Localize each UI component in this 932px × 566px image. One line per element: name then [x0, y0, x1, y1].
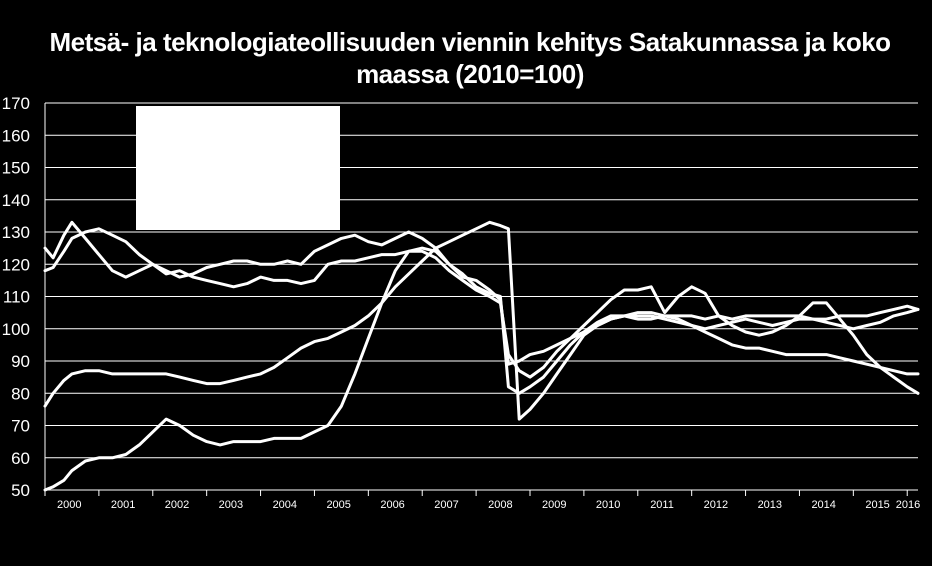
x-tick-label: 2015: [865, 499, 889, 511]
x-tick-label: 2010: [596, 499, 620, 511]
x-tick-label: 2008: [488, 499, 512, 511]
x-tick-label: 2003: [219, 499, 243, 511]
y-tick-label: 100: [2, 320, 30, 339]
x-tick-label: 2005: [326, 499, 350, 511]
x-tick-label: 2014: [811, 499, 835, 511]
grid-layer: [45, 102, 918, 491]
y-tick-label: 60: [11, 449, 30, 468]
legend-box: [136, 106, 340, 230]
y-tick-label: 140: [2, 191, 30, 210]
x-tick-label: 2007: [434, 499, 458, 511]
y-tick-label: 110: [3, 288, 30, 307]
x-tick-label: 2012: [704, 499, 728, 511]
series-line-1: [43, 220, 920, 395]
series-line-3: [43, 220, 920, 421]
y-tick-label: 120: [2, 255, 30, 274]
y-tick-label: 80: [11, 384, 30, 403]
x-tick-label: 2002: [165, 499, 189, 511]
y-tick-label: 150: [2, 159, 30, 178]
y-tick-label: 50: [11, 481, 30, 500]
x-tick-label: 2004: [273, 499, 297, 511]
x-tick-label: 2013: [758, 499, 782, 511]
x-tick-label: 2000: [57, 499, 81, 511]
axis-layer: 50 60 70 80 90 100 110 120 130 140 150 160 170 2000 20…: [2, 94, 921, 511]
y-tick-label: 70: [11, 417, 30, 436]
x-tick-label: 2009: [542, 499, 566, 511]
x-tick-label: 2006: [380, 499, 404, 511]
y-tick-label: 130: [2, 223, 30, 242]
series-layer: [43, 220, 920, 492]
series-line-2: [43, 227, 920, 395]
y-tick-label: 170: [2, 94, 30, 113]
series-line-4: [43, 246, 920, 492]
chart-title: Metsä- ja teknologiateollisuuden viennin…: [49, 27, 891, 89]
x-tick-label: 2011: [650, 499, 674, 511]
y-tick-label: 160: [2, 126, 30, 145]
x-tick-label: 2001: [111, 499, 135, 511]
x-tick-label: 2016: [896, 499, 920, 511]
y-tick-label: 90: [11, 352, 30, 371]
